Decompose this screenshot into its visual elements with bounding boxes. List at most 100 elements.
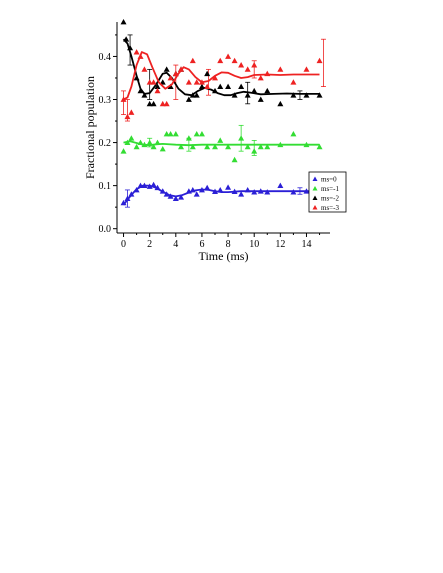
data-point (303, 188, 310, 194)
data-point (316, 92, 323, 98)
data-point (193, 130, 200, 137)
data-point (189, 186, 196, 193)
data-point (146, 183, 153, 189)
error-bar (320, 38, 326, 87)
series-ms=-1 (120, 130, 323, 163)
legend-marker (312, 186, 318, 191)
data-point (185, 135, 192, 141)
fit-line (122, 184, 320, 206)
data-point (146, 79, 153, 85)
data-point (303, 66, 310, 72)
series-ms=-3 (120, 49, 323, 120)
data-point (120, 96, 127, 102)
data-point (178, 66, 185, 72)
data-point (231, 156, 238, 163)
legend-label: ms=-2 (321, 195, 339, 203)
data-point (163, 66, 170, 72)
data-point (212, 188, 219, 195)
data-point (225, 53, 232, 59)
error-bar (297, 90, 303, 100)
data-point (244, 143, 251, 150)
data-point (303, 92, 310, 98)
data-point (290, 189, 297, 195)
data-point (212, 74, 219, 81)
x-tick-label: 2 (147, 239, 152, 250)
legend-label: ms=-1 (321, 185, 339, 193)
axes: 0 2 4 6 8 10 12 14 0.0 0.1 0.2 0.3 0.4 (99, 22, 330, 250)
x-tick-label: 6 (199, 239, 204, 250)
data-point (189, 143, 196, 150)
data-point (189, 57, 196, 64)
x-tick-label: 14 (301, 239, 311, 250)
data-point (264, 87, 271, 94)
data-point (178, 143, 185, 150)
data-point (238, 83, 245, 89)
data-point (204, 70, 211, 77)
data-point (141, 66, 148, 72)
legend-label: ms=-3 (321, 204, 339, 212)
data-point (146, 139, 153, 145)
data-point (120, 199, 127, 206)
data-point (238, 135, 245, 141)
data-point (172, 130, 179, 137)
y-tick-label: 0.1 (99, 181, 112, 192)
x-tick-label: 8 (226, 239, 231, 250)
data-point (204, 184, 211, 191)
data-point (264, 70, 271, 77)
y-tick-label: 0.3 (99, 95, 112, 106)
data-point (137, 53, 144, 59)
data-point (154, 83, 161, 89)
y-axis-title: Fractional population (83, 76, 97, 179)
legend-label: ms=0 (321, 176, 337, 184)
data-point (159, 100, 166, 107)
data-point (163, 100, 170, 107)
data-point (290, 130, 297, 137)
data-point (217, 186, 224, 193)
data-point (123, 36, 130, 42)
data-point (251, 87, 258, 94)
data-point (154, 184, 161, 191)
data-point (137, 87, 144, 94)
data-point (124, 113, 131, 120)
data-point (251, 148, 258, 154)
data-point (193, 79, 200, 85)
legend-item: ms=-3 (312, 204, 339, 212)
data-point (150, 79, 157, 85)
data-point (159, 188, 166, 194)
x-tick-label: 4 (173, 239, 178, 250)
data-point (290, 79, 297, 85)
data-point (150, 181, 157, 188)
x-tick-label: 0 (121, 239, 126, 250)
data-point (167, 74, 174, 81)
data-point (257, 143, 264, 150)
data-point (133, 186, 140, 193)
legend-marker (312, 195, 318, 200)
data-point (225, 143, 232, 150)
data-point (204, 83, 211, 89)
data-point (217, 57, 224, 64)
data-point (316, 143, 323, 150)
data-point (120, 19, 127, 25)
data-point (137, 182, 144, 189)
data-point (303, 141, 310, 148)
data-point (141, 141, 148, 148)
series-ms=0 (120, 181, 323, 206)
data-point (154, 139, 161, 145)
data-point (238, 191, 245, 197)
legend-item: ms=0 (312, 176, 337, 184)
data-point (185, 96, 192, 102)
data-point (198, 130, 205, 137)
data-point (257, 74, 264, 81)
data-point (264, 189, 271, 195)
data-point (257, 96, 264, 102)
fit-line (122, 38, 320, 97)
data-point (277, 100, 284, 107)
data-point (244, 92, 251, 98)
data-point (120, 148, 127, 154)
data-point (133, 74, 140, 81)
data-point (178, 194, 185, 200)
data-point (238, 62, 245, 68)
data-point (193, 92, 200, 98)
data-point (264, 143, 271, 150)
data-point (124, 139, 131, 145)
